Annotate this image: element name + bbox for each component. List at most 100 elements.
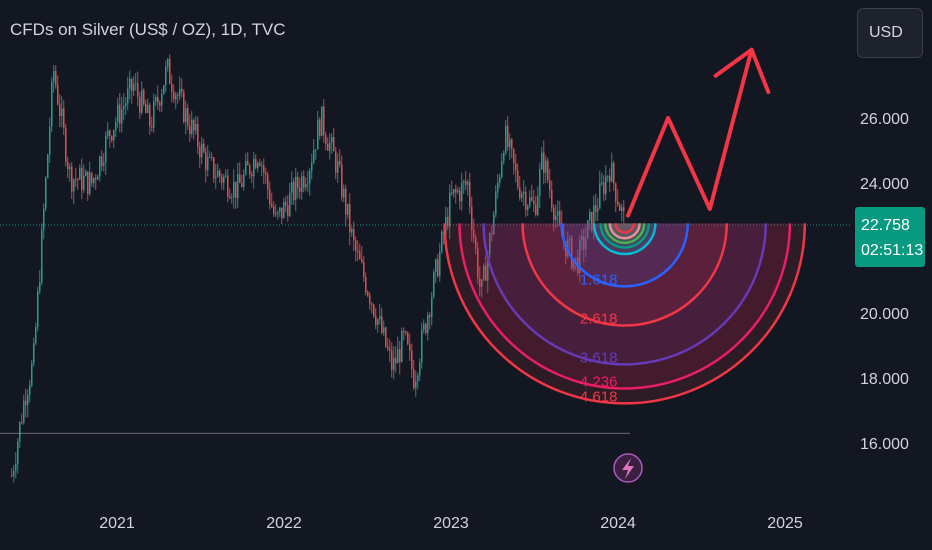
candle [239, 174, 241, 183]
candle [515, 163, 517, 171]
candle [353, 228, 355, 241]
candle [83, 175, 85, 191]
candle [503, 152, 505, 162]
candle [619, 204, 621, 211]
candle [517, 170, 519, 188]
candle [451, 192, 453, 194]
fib-arc[interactable] [443, 223, 807, 405]
time-tick-label: 2024 [600, 515, 636, 532]
price-tick-label: 26.000 [860, 111, 909, 128]
candle [23, 400, 25, 423]
time-axis: 2021 2022 2023 2024 2025 [99, 515, 803, 532]
candle [53, 70, 55, 82]
candle [129, 78, 131, 89]
currency-button[interactable]: USD [857, 8, 923, 58]
candle [57, 85, 59, 105]
candle [153, 101, 155, 128]
candle [557, 211, 559, 216]
candle [333, 137, 335, 152]
candle [501, 161, 503, 177]
candle [95, 177, 97, 180]
fib-arc[interactable] [614, 223, 636, 234]
candle [373, 304, 375, 316]
candle [435, 259, 437, 273]
time-tick-label: 2025 [767, 515, 803, 532]
candle [505, 125, 507, 153]
candle [123, 106, 125, 109]
candle [489, 233, 491, 255]
fib-arc[interactable] [599, 223, 651, 249]
fib-arc[interactable] [603, 223, 646, 245]
fib-arc[interactable] [560, 223, 690, 288]
candle [553, 207, 555, 221]
candle [447, 216, 449, 227]
candle [179, 88, 181, 96]
candle [409, 344, 411, 351]
candle [39, 282, 41, 292]
candle [579, 239, 581, 274]
fib-arc[interactable] [608, 223, 641, 240]
candle [485, 265, 487, 281]
candle [163, 85, 165, 95]
candle [621, 207, 623, 211]
candle [423, 323, 425, 330]
lightning-event-marker[interactable] [613, 453, 643, 483]
candle [379, 316, 381, 320]
candle [313, 150, 315, 163]
candle [119, 104, 121, 124]
candle [241, 182, 243, 187]
candle [33, 343, 35, 364]
candle [195, 123, 197, 131]
candle [523, 191, 525, 194]
candle [551, 190, 553, 208]
candle [321, 106, 323, 137]
candle [559, 211, 561, 224]
candle [591, 211, 593, 231]
projection-path[interactable] [626, 47, 754, 218]
candle [425, 323, 427, 333]
candle [299, 187, 301, 192]
candle [151, 126, 153, 128]
fib-arc[interactable] [458, 223, 792, 390]
candle [339, 160, 341, 165]
candle [169, 59, 171, 84]
candle [181, 88, 183, 92]
candle [247, 161, 249, 166]
candle [495, 191, 497, 215]
candle [521, 193, 523, 198]
fib-arc[interactable] [592, 223, 657, 256]
candle [255, 158, 257, 169]
candle [349, 203, 351, 233]
projection-arrow-layer [626, 47, 771, 218]
candle [483, 265, 485, 280]
candle [323, 106, 325, 135]
candle [329, 142, 331, 151]
candle [347, 203, 349, 215]
candle [243, 173, 245, 187]
candle [587, 220, 589, 239]
candle [201, 143, 203, 158]
candle [75, 179, 77, 181]
candle [529, 197, 531, 206]
candle [427, 315, 429, 333]
fib-arc[interactable] [482, 223, 768, 366]
candle [101, 156, 103, 166]
candle [467, 181, 469, 185]
candle [331, 137, 333, 143]
candle [265, 172, 267, 175]
candle [171, 83, 173, 92]
candle [67, 161, 69, 170]
candle [69, 166, 71, 170]
price-tick-label: 18.000 [860, 371, 909, 388]
candle [81, 167, 83, 191]
candle [441, 231, 443, 252]
candle [317, 119, 319, 150]
candle [413, 369, 415, 389]
candle [419, 362, 421, 376]
candle [491, 233, 493, 235]
candle [437, 259, 439, 277]
fib-arc[interactable] [521, 223, 729, 327]
candle [223, 176, 225, 183]
candle [571, 238, 573, 269]
